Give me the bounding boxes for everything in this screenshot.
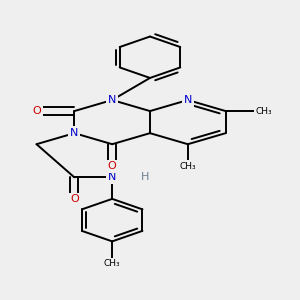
Text: O: O [70, 194, 79, 204]
Text: N: N [184, 95, 192, 105]
Text: H: H [141, 172, 149, 182]
Text: N: N [108, 172, 116, 182]
Text: CH₃: CH₃ [104, 259, 121, 268]
Text: H: H [141, 172, 149, 182]
Text: CH₃: CH₃ [255, 106, 272, 116]
Text: CH₃: CH₃ [179, 162, 196, 171]
Text: N: N [70, 128, 79, 138]
Text: O: O [108, 161, 117, 171]
Text: N: N [108, 95, 116, 105]
Text: O: O [32, 106, 41, 116]
